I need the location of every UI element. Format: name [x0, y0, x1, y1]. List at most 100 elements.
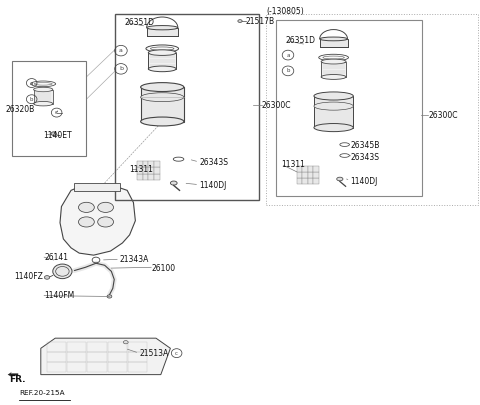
Bar: [302, 172, 308, 178]
Bar: [297, 166, 302, 172]
Bar: [128, 362, 147, 372]
Ellipse shape: [314, 102, 353, 110]
Bar: [141, 87, 184, 122]
Bar: [302, 178, 308, 184]
Ellipse shape: [44, 275, 50, 279]
Bar: [87, 362, 107, 372]
Text: 26320B: 26320B: [6, 105, 35, 114]
Text: FR.: FR.: [9, 375, 25, 384]
Bar: [313, 178, 319, 184]
Text: a: a: [30, 81, 34, 85]
Bar: [87, 342, 107, 352]
Bar: [108, 342, 127, 352]
Bar: [34, 90, 53, 104]
Text: 1140FM: 1140FM: [44, 291, 74, 300]
Text: b: b: [286, 68, 290, 73]
Text: b: b: [119, 66, 123, 71]
Text: c: c: [175, 351, 178, 356]
Text: 1140DJ: 1140DJ: [350, 177, 378, 185]
Bar: [74, 183, 120, 191]
Bar: [302, 166, 308, 172]
Text: 1140ET: 1140ET: [43, 131, 72, 140]
Text: 26343S: 26343S: [350, 153, 379, 162]
Ellipse shape: [123, 341, 128, 344]
Text: 21513A: 21513A: [139, 349, 168, 358]
Text: 26300C: 26300C: [262, 101, 291, 110]
Bar: [148, 53, 176, 69]
Bar: [148, 161, 154, 167]
Bar: [321, 62, 346, 77]
Text: a: a: [119, 48, 123, 53]
Polygon shape: [8, 372, 18, 377]
Bar: [154, 161, 160, 167]
Text: (-130805): (-130805): [266, 7, 304, 16]
Ellipse shape: [98, 202, 113, 212]
Ellipse shape: [320, 37, 348, 41]
Ellipse shape: [148, 66, 176, 72]
Text: 21343A: 21343A: [120, 255, 149, 264]
Bar: [137, 174, 143, 180]
Ellipse shape: [319, 54, 348, 61]
Bar: [47, 362, 66, 372]
Bar: [108, 352, 127, 362]
Text: REF.20-215A: REF.20-215A: [19, 390, 65, 396]
Text: 1140DJ: 1140DJ: [199, 181, 227, 190]
Bar: [154, 167, 160, 174]
Ellipse shape: [323, 56, 344, 59]
Ellipse shape: [141, 93, 184, 102]
Bar: [137, 161, 143, 167]
Text: c: c: [55, 110, 58, 115]
Ellipse shape: [170, 181, 177, 185]
Text: 26351D: 26351D: [125, 18, 155, 27]
Bar: [147, 28, 178, 36]
Bar: [128, 352, 147, 362]
Bar: [47, 342, 66, 352]
Ellipse shape: [336, 177, 343, 181]
Bar: [148, 167, 154, 174]
Bar: [67, 342, 86, 352]
Bar: [313, 166, 319, 172]
Text: a: a: [286, 53, 290, 58]
Bar: [308, 178, 313, 184]
Text: 26345B: 26345B: [350, 141, 380, 150]
Ellipse shape: [31, 81, 56, 87]
Ellipse shape: [34, 87, 53, 92]
Ellipse shape: [321, 59, 346, 64]
Bar: [87, 352, 107, 362]
Text: 26351D: 26351D: [286, 36, 316, 45]
Text: 26300C: 26300C: [428, 111, 457, 120]
Bar: [313, 172, 319, 178]
Text: 11311: 11311: [130, 165, 154, 174]
Bar: [154, 174, 160, 180]
Ellipse shape: [238, 19, 242, 23]
Ellipse shape: [78, 202, 94, 212]
Polygon shape: [41, 338, 170, 375]
Bar: [320, 39, 348, 47]
Bar: [308, 166, 313, 172]
Ellipse shape: [321, 75, 346, 79]
Ellipse shape: [51, 132, 57, 135]
Ellipse shape: [148, 50, 176, 55]
Ellipse shape: [53, 264, 72, 279]
Text: b: b: [30, 97, 34, 102]
Ellipse shape: [107, 295, 112, 298]
Text: 26100: 26100: [151, 264, 175, 273]
Text: 21517B: 21517B: [246, 17, 275, 26]
Text: 11311: 11311: [281, 160, 305, 169]
Bar: [143, 161, 148, 167]
Ellipse shape: [147, 26, 178, 30]
Ellipse shape: [314, 92, 353, 100]
Text: 1140FZ: 1140FZ: [14, 272, 43, 281]
Ellipse shape: [98, 217, 113, 227]
Bar: [143, 167, 148, 174]
Text: 26343S: 26343S: [199, 158, 228, 167]
Ellipse shape: [34, 83, 52, 85]
Bar: [137, 167, 143, 174]
Ellipse shape: [141, 83, 184, 92]
Ellipse shape: [151, 47, 174, 50]
Bar: [297, 178, 302, 184]
Ellipse shape: [34, 101, 53, 106]
Polygon shape: [60, 186, 135, 255]
Bar: [148, 174, 154, 180]
Bar: [128, 342, 147, 352]
